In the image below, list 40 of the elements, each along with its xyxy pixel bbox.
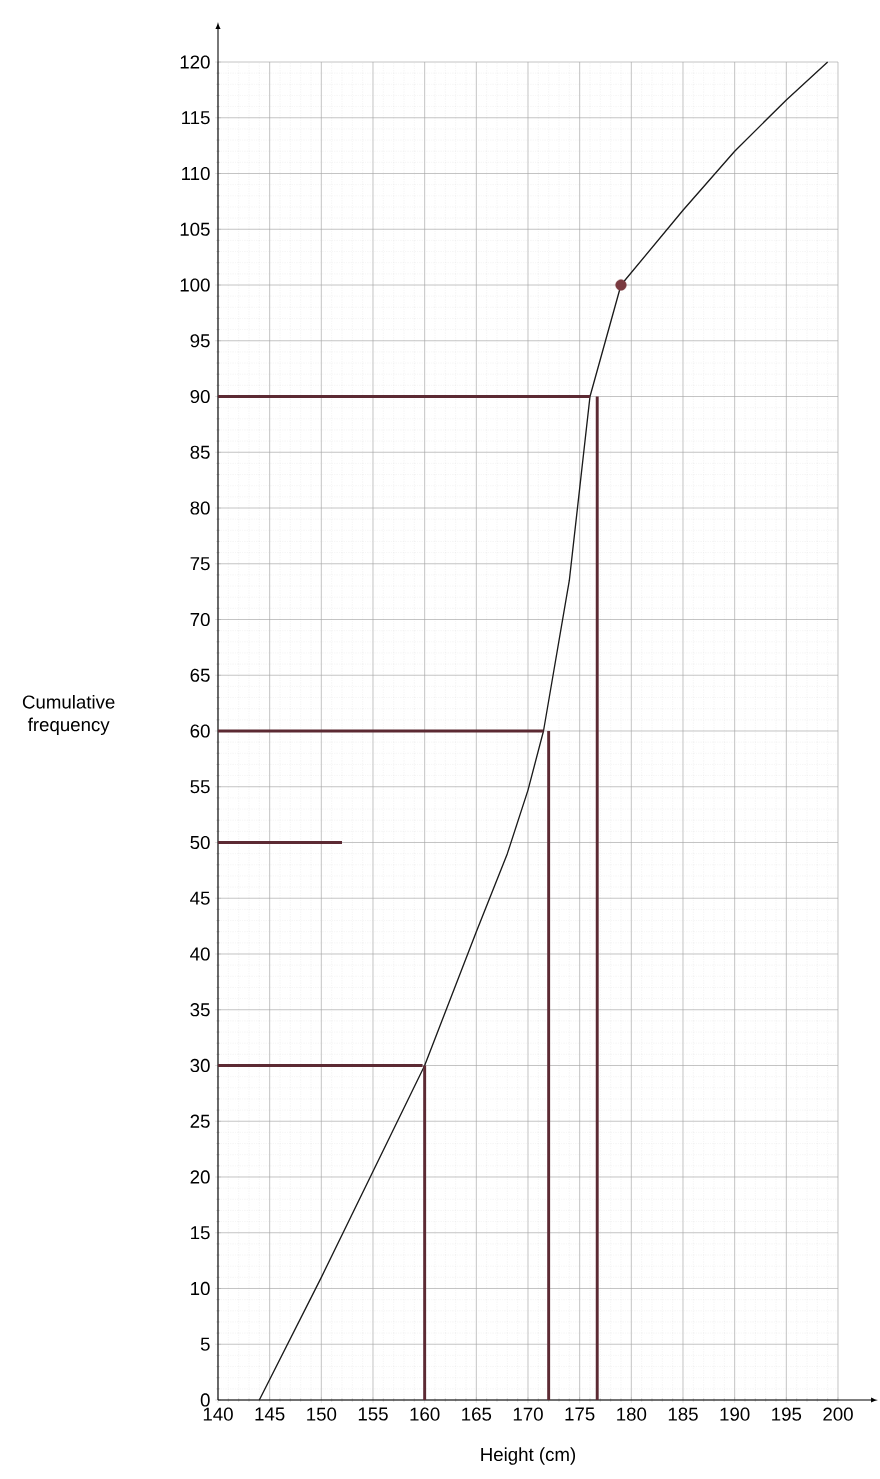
x-tick-label: 200 [823, 1407, 853, 1421]
x-tick-label: 145 [255, 1407, 285, 1421]
y-tick-label: 105 [180, 222, 210, 236]
y-tick-label: 25 [190, 1114, 210, 1128]
y-axis-title: Cumulative frequency [22, 694, 115, 735]
y-tick-label: 60 [190, 724, 210, 738]
y-tick-label: 110 [182, 166, 210, 181]
x-tick-label: 150 [307, 1407, 337, 1421]
y-tick-label: 90 [190, 389, 210, 404]
y-tick-label: 95 [190, 334, 210, 348]
x-tick-label: 175 [565, 1407, 595, 1421]
y-tick-label: 30 [190, 1058, 210, 1073]
y-tick-label: 100 [180, 278, 210, 292]
y-tick-label: 75 [190, 557, 210, 571]
y-tick-label: 55 [190, 780, 210, 794]
y-tick-label: 50 [190, 835, 210, 850]
y-tick-label: 120 [180, 55, 210, 69]
y-tick-label: 80 [190, 501, 210, 515]
y-tick-label: 70 [190, 612, 210, 627]
y-tick-label: 65 [190, 668, 210, 682]
x-axis-title: Height (cm) [481, 1447, 576, 1465]
x-tick-label: 170 [513, 1407, 543, 1421]
x-tick-label: 185 [668, 1407, 698, 1421]
y-tick-label: 20 [190, 1170, 210, 1184]
y-tick-label: 85 [190, 445, 210, 459]
y-tick-label: 10 [191, 1281, 210, 1296]
y-tick-label: 35 [190, 1003, 210, 1017]
y-tick-label: 45 [190, 891, 210, 905]
x-tick-label: 195 [772, 1407, 802, 1421]
y-tick-label: 5 [200, 1337, 210, 1351]
y-tick-label: 15 [191, 1226, 210, 1240]
x-tick-label: 160 [410, 1407, 440, 1421]
x-tick-label: 155 [358, 1407, 388, 1421]
y-tick-label: 115 [182, 111, 210, 125]
y-tick-label: 0 [200, 1393, 210, 1407]
x-tick-label: 180 [617, 1407, 647, 1421]
x-tick-label: 140 [203, 1407, 233, 1421]
x-tick-label: 165 [462, 1407, 492, 1421]
y-tick-label: 40 [190, 947, 210, 961]
x-tick-label: 190 [720, 1407, 750, 1421]
